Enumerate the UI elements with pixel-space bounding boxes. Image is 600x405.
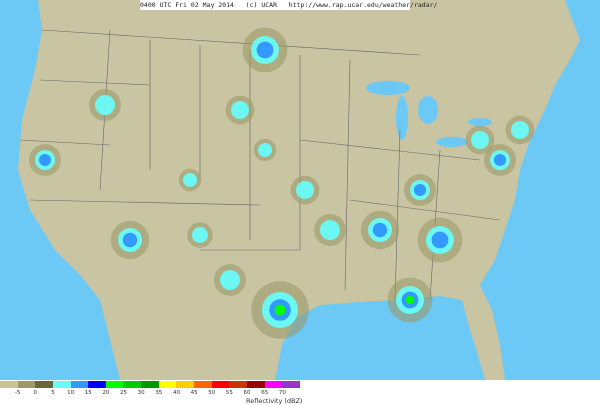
radar-echo bbox=[320, 220, 340, 240]
legend-swatch bbox=[158, 381, 177, 388]
radar-echo bbox=[471, 131, 489, 149]
atlantic-ocean bbox=[480, 0, 600, 380]
legend-tick: 60 bbox=[243, 390, 251, 396]
legend-swatch bbox=[194, 381, 212, 388]
state-borders bbox=[19, 29, 501, 301]
legend-tick: 50 bbox=[208, 390, 216, 396]
legend-ticks: -5 0 5 10 15 20 25 30 35 40 45 50 55 60 65 70 bbox=[0, 390, 300, 398]
map-header: 0400 UTC Fri 02 May 2014 (c) UCAR http:/… bbox=[140, 0, 437, 10]
radar-echoes bbox=[29, 27, 535, 339]
legend-tick: 5 bbox=[51, 390, 55, 396]
legend-title: Reflectivity (dBZ) bbox=[246, 397, 303, 405]
radar-echo bbox=[372, 222, 388, 238]
radar-echo bbox=[231, 101, 249, 119]
radar-echo bbox=[274, 304, 286, 316]
legend-swatch bbox=[35, 381, 53, 388]
radar-echo bbox=[494, 154, 506, 166]
legend-tick: 10 bbox=[67, 390, 75, 396]
legend-swatch bbox=[141, 381, 159, 388]
legend-swatch bbox=[176, 381, 195, 388]
legend-swatch bbox=[52, 381, 71, 388]
legend-tick: 35 bbox=[155, 390, 163, 396]
legend-swatch bbox=[17, 381, 36, 388]
legend-tick: 55 bbox=[225, 390, 233, 396]
source-url: http://www.rap.ucar.edu/weather/radar/ bbox=[288, 1, 438, 9]
legend-swatch bbox=[246, 381, 265, 388]
legend-tick: 15 bbox=[84, 390, 92, 396]
radar-map bbox=[0, 0, 600, 380]
radar-echo bbox=[431, 231, 449, 249]
legend-tick: 25 bbox=[120, 390, 128, 396]
legend-tick: -5 bbox=[14, 390, 21, 396]
legend-swatch bbox=[88, 381, 106, 388]
legend-tick: 30 bbox=[137, 390, 145, 396]
radar-echo bbox=[256, 41, 274, 59]
radar-echo bbox=[220, 270, 240, 290]
legend-tick: 40 bbox=[172, 390, 180, 396]
radar-echo bbox=[511, 121, 529, 139]
legend-swatch bbox=[123, 381, 142, 388]
legend-swatch bbox=[264, 381, 283, 388]
radar-echo bbox=[296, 181, 314, 199]
legend-swatch bbox=[282, 381, 300, 388]
radar-echo bbox=[183, 173, 197, 187]
great-lakes bbox=[366, 81, 492, 147]
pacific-ocean bbox=[0, 0, 120, 380]
reflectivity-legend bbox=[0, 381, 300, 388]
legend-tick: 70 bbox=[278, 390, 286, 396]
credit: (c) UCAR bbox=[245, 1, 277, 9]
legend-tick: 45 bbox=[190, 390, 198, 396]
legend-swatch bbox=[211, 381, 230, 388]
radar-echo bbox=[258, 143, 272, 157]
timestamp: 0400 UTC Fri 02 May 2014 bbox=[140, 1, 234, 9]
radar-echo bbox=[95, 95, 115, 115]
radar-echo bbox=[192, 227, 208, 243]
radar-echo bbox=[122, 232, 138, 248]
legend-swatch bbox=[105, 381, 124, 388]
radar-echo bbox=[405, 295, 415, 305]
legend-tick: 65 bbox=[261, 390, 269, 396]
legend-tick: 0 bbox=[33, 390, 38, 396]
legend-swatch bbox=[229, 381, 247, 388]
radar-echo bbox=[39, 154, 51, 166]
radar-echo bbox=[414, 184, 426, 196]
legend-tick: 20 bbox=[102, 390, 110, 396]
gulf-of-mexico bbox=[275, 296, 485, 380]
legend-swatch bbox=[0, 381, 18, 388]
legend-swatch bbox=[70, 381, 89, 388]
